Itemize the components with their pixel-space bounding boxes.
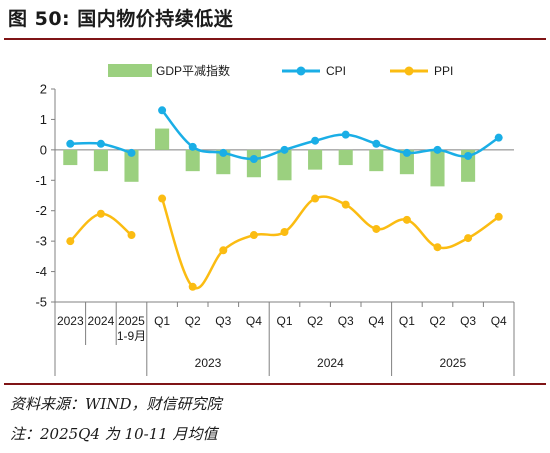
category-label: Q4 [368, 314, 384, 328]
ppi-point [249, 231, 258, 240]
cpi-point [402, 148, 411, 157]
cpi-point [158, 106, 167, 115]
category-label: 2024 [88, 314, 115, 328]
cpi-point [249, 154, 258, 163]
ppi-point [433, 243, 442, 252]
gdp-deflator-bar [461, 149, 476, 182]
ppi-point [158, 194, 167, 203]
legend: GDP平减指数 CPI PPI [108, 63, 453, 78]
cpi-point [372, 139, 381, 148]
cpi-point [66, 139, 75, 148]
gdp-deflator-bar [369, 149, 384, 172]
gdp-deflator-bar [430, 149, 445, 187]
legend-marker-cpi [296, 66, 306, 76]
legend-swatch-gdp [108, 64, 152, 77]
figure-title: 图 50: 国内物价持续低迷 [8, 8, 234, 30]
category-label: 2025 [118, 314, 145, 328]
legend-marker-ppi [404, 66, 414, 76]
category-group-label: 2024 [317, 356, 344, 370]
cpi-point [341, 130, 350, 139]
ppi-point [96, 209, 105, 218]
gdp-deflator-bar [246, 149, 261, 178]
ppi-point [280, 228, 289, 237]
category-label: Q4 [491, 314, 507, 328]
gdp-deflator-bar [277, 149, 292, 181]
legend-label-cpi: CPI [326, 64, 346, 78]
category-label: Q2 [307, 314, 323, 328]
ppi-point [464, 234, 473, 243]
y-tick-label: -1 [35, 173, 47, 188]
category-label: Q3 [215, 314, 231, 328]
gdp-deflator-bar [155, 128, 170, 150]
gdp-deflator-bar [338, 149, 353, 166]
cpi-point [311, 136, 320, 145]
cpi-line [161, 109, 500, 161]
ppi-point [372, 224, 381, 233]
category-label: Q1 [399, 314, 415, 328]
category-label: Q4 [246, 314, 262, 328]
ppi-point [402, 215, 411, 224]
source-note: 资料来源：WIND，财信研究院 [10, 395, 222, 413]
ppi-point [341, 200, 350, 209]
footnote: 注：2025Q4 为 10-11 月均值 [10, 425, 218, 443]
gdp-deflator-bar [308, 149, 323, 170]
category-label: 1-9月 [117, 329, 146, 343]
legend-label-ppi: PPI [434, 64, 453, 78]
y-tick-label: 2 [40, 82, 47, 97]
ppi-point [219, 246, 228, 255]
ppi-point [311, 194, 320, 203]
y-tick-label: -4 [35, 264, 47, 279]
y-tick-label: 0 [40, 142, 47, 157]
ppi-point [494, 212, 503, 221]
cpi-point [188, 142, 197, 151]
y-tick-label: -5 [35, 295, 47, 310]
cpi-point [433, 145, 442, 154]
legend-label-gdp: GDP平减指数 [156, 63, 230, 78]
ppi-point [188, 282, 197, 291]
gdp-deflator-bar [399, 149, 414, 175]
title-rule [4, 38, 546, 40]
category-label: Q3 [460, 314, 476, 328]
cpi-point [280, 145, 289, 154]
gdp-deflator-bar [124, 149, 139, 182]
category-label: Q2 [429, 314, 445, 328]
gdp-deflator-bar [93, 149, 108, 172]
category-group-label: 2025 [439, 356, 466, 370]
y-tick-label: -2 [35, 203, 47, 218]
category-label: Q1 [276, 314, 292, 328]
ppi-line [69, 212, 133, 243]
cpi-point [494, 133, 503, 142]
cpi-point [464, 151, 473, 160]
ppi-point [66, 237, 75, 246]
cpi-point [219, 148, 228, 157]
category-label: 2023 [57, 314, 84, 328]
y-tick-label: -3 [35, 234, 47, 249]
category-label: Q1 [154, 314, 170, 328]
cpi-point [127, 148, 136, 157]
gdp-deflator-bar [185, 149, 200, 172]
gdp-deflator-bar [63, 149, 78, 166]
gdp-deflator-bar [216, 149, 231, 175]
ppi-point [127, 231, 136, 240]
source-rule [4, 383, 546, 385]
y-tick-label: 1 [40, 112, 47, 127]
category-label: Q3 [338, 314, 354, 328]
category-label: Q2 [185, 314, 201, 328]
category-group-label: 2023 [195, 356, 222, 370]
ppi-line [160, 195, 500, 290]
cpi-point [96, 139, 105, 148]
